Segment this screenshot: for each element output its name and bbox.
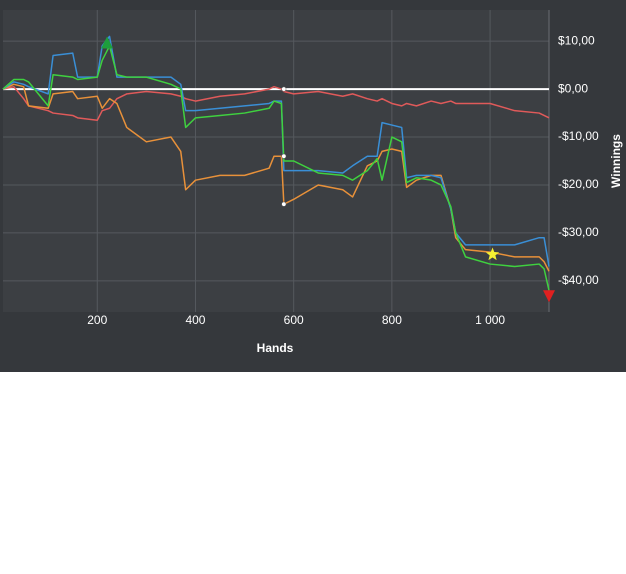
y-tick-label: $10,00 <box>558 33 595 47</box>
dot-marker <box>281 153 287 159</box>
series-line <box>2 45 550 291</box>
star-marker <box>485 247 500 261</box>
dot-marker <box>281 86 287 92</box>
x-tick-label: 600 <box>284 313 304 327</box>
end-marker <box>543 290 555 303</box>
x-tick-label: 200 <box>87 313 107 327</box>
dot-marker <box>281 201 287 207</box>
y-tick-label: -$20,00 <box>558 177 599 191</box>
y-axis-title: Winnings <box>609 134 623 188</box>
x-tick-label: 400 <box>185 313 205 327</box>
y-tick-label: $0,00 <box>558 81 588 95</box>
max-marker <box>101 36 114 49</box>
x-axis-title: Hands <box>257 341 294 355</box>
x-tick-label: 800 <box>382 313 402 327</box>
x-tick-label: 1 000 <box>475 313 505 327</box>
y-tick-label: -$40,00 <box>558 273 599 287</box>
plot-area <box>3 10 549 312</box>
y-tick-label: -$30,00 <box>558 225 599 239</box>
y-tick-label: -$10,00 <box>558 129 599 143</box>
series-line <box>2 85 550 122</box>
